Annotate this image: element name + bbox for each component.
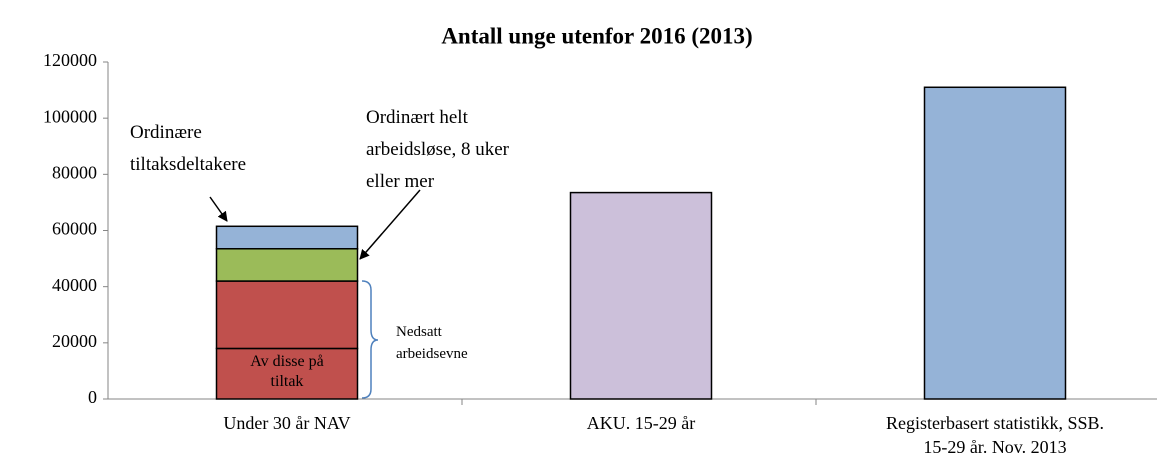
bar-segment bbox=[215, 280, 359, 350]
x-tick-label: AKU. 15-29 år bbox=[586, 413, 696, 433]
annotation: Nedsatt arbeidsevne bbox=[396, 324, 468, 362]
y-tick-label: 100000 bbox=[43, 106, 97, 126]
y-tick-label: 120000 bbox=[43, 50, 97, 70]
segment-label: Av disse på tiltak bbox=[250, 353, 324, 390]
bar-segment bbox=[569, 191, 713, 400]
arrow bbox=[209, 196, 228, 222]
bar-segment bbox=[215, 248, 359, 282]
y-tick-label: 60000 bbox=[52, 219, 97, 239]
brace bbox=[361, 280, 379, 399]
arrow bbox=[359, 189, 421, 260]
y-tick-label: 0 bbox=[88, 387, 97, 407]
bar-segment bbox=[215, 225, 359, 250]
bar-segment bbox=[923, 86, 1067, 400]
bar-segment bbox=[215, 347, 359, 400]
x-tick-label: Under 30 år NAV bbox=[223, 413, 351, 433]
y-tick-label: 40000 bbox=[52, 275, 97, 295]
annotation: Ordinært helt arbeidsløse, 8 uker eller … bbox=[366, 107, 509, 192]
y-tick-label: 80000 bbox=[52, 162, 97, 182]
x-tick-label: Registerbasert statistikk, SSB. 15-29 år… bbox=[886, 413, 1104, 457]
y-tick-label: 20000 bbox=[52, 331, 97, 351]
annotation: Ordinære tiltaksdeltakere bbox=[130, 122, 247, 175]
chart-title: Antall unge utenfor 2016 (2013) bbox=[441, 23, 752, 48]
